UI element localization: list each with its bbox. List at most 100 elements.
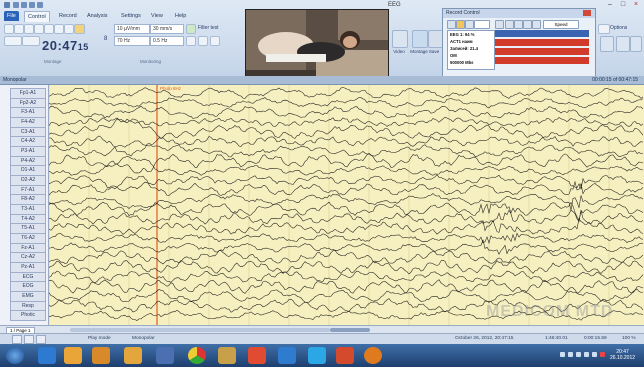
explorer-icon[interactable]: [64, 347, 82, 364]
eeg-trace: [49, 309, 644, 321]
maximize-icon[interactable]: □: [620, 1, 626, 8]
clock[interactable]: 20:47 26.10.2012: [610, 349, 635, 361]
tray-icon[interactable]: [576, 352, 581, 357]
status-pos2: 0:00:15.59: [584, 336, 607, 341]
tab-help[interactable]: Help: [175, 13, 187, 19]
record-icon[interactable]: [74, 24, 85, 34]
highfreq-select[interactable]: 70 Hz: [114, 36, 150, 46]
save-record-label: Save: [428, 49, 440, 54]
marker-label: Photo 8Hz: [160, 86, 182, 91]
tab-analysis[interactable]: Analysis: [87, 13, 108, 19]
channel-label[interactable]: Photic: [10, 310, 46, 322]
paint-icon[interactable]: [336, 347, 354, 364]
panel-mode-icon[interactable]: [465, 20, 474, 29]
status-mode[interactable]: Play mode: [88, 336, 111, 341]
windows-taskbar: 20:47 26.10.2012: [0, 344, 644, 367]
settings-icon[interactable]: [600, 36, 614, 52]
rewind-icon[interactable]: [14, 24, 24, 34]
lowfreq-select[interactable]: 0.5 Hz: [150, 36, 184, 46]
redo-icon[interactable]: [29, 2, 35, 8]
minimize-icon[interactable]: –: [608, 1, 612, 8]
panel-play-icon[interactable]: [447, 20, 456, 29]
panel-number-field[interactable]: [474, 20, 490, 29]
yandex-icon[interactable]: [248, 347, 266, 364]
start-icon[interactable]: [6, 347, 24, 364]
skype-icon[interactable]: [308, 347, 326, 364]
level-bar: [495, 57, 589, 64]
step-forward-icon[interactable]: [44, 24, 54, 34]
eeg-traces[interactable]: Photo 8Hz: [49, 85, 644, 325]
panel-back-icon[interactable]: [514, 20, 523, 29]
group-label-montage: Montage: [44, 59, 62, 64]
fast-forward-icon[interactable]: [54, 24, 64, 34]
status-bar: Play mode Monopolar October 26, 2012, 20…: [0, 333, 644, 344]
tab-record[interactable]: Record: [59, 13, 77, 19]
undo-icon[interactable]: [21, 2, 27, 8]
filter-icon[interactable]: [186, 36, 196, 46]
options-label[interactable]: Options: [610, 25, 628, 31]
panel-pause-icon[interactable]: [495, 20, 504, 29]
eeg-view[interactable]: Fp1-A1 Fp2-A2 F3-A1 F4-A2 C3-A1 C4-A2 P3-A1 P4-…: [0, 85, 644, 325]
flag-icon[interactable]: [600, 352, 605, 357]
filter-test-label[interactable]: Filter test: [198, 25, 219, 31]
last-icon[interactable]: [64, 24, 74, 34]
segment-button[interactable]: [22, 36, 40, 46]
expand-icon[interactable]: [630, 36, 642, 52]
ie-icon[interactable]: [38, 347, 56, 364]
eeg-trace: [49, 239, 644, 255]
eeg-trace: [49, 153, 644, 174]
eeg-icon[interactable]: [278, 347, 296, 364]
network-icon[interactable]: [584, 352, 589, 357]
montage-icon[interactable]: [412, 30, 428, 48]
notch-icon[interactable]: [198, 36, 208, 46]
chrome-icon[interactable]: [188, 347, 206, 364]
scroll-thumb[interactable]: [330, 328, 370, 332]
app-menu-icon[interactable]: [4, 2, 10, 8]
video-icon[interactable]: [392, 30, 408, 48]
first-icon[interactable]: [4, 24, 14, 34]
panel-speed-select[interactable]: Speed: [543, 20, 579, 29]
close-icon[interactable]: ×: [633, 1, 639, 8]
eeg-trace: [49, 97, 644, 109]
play-icon[interactable]: [34, 24, 44, 34]
panel-end-icon[interactable]: [532, 20, 541, 29]
app-icon[interactable]: [218, 347, 236, 364]
speed-select[interactable]: 30 mm/s: [150, 24, 184, 34]
mail-icon[interactable]: [156, 347, 174, 364]
layout-icon[interactable]: [616, 36, 630, 52]
step-back-icon[interactable]: [24, 24, 34, 34]
volume-icon[interactable]: [592, 352, 597, 357]
ruler-icon[interactable]: [210, 36, 220, 46]
patient-video[interactable]: [245, 9, 389, 83]
nav-next-icon[interactable]: [24, 335, 34, 344]
nav-add-icon[interactable]: [36, 335, 46, 344]
eeg-trace: [49, 249, 644, 265]
help-icon[interactable]: [598, 24, 610, 34]
panel-close-icon[interactable]: [583, 10, 591, 16]
status-montage[interactable]: Monopolar: [132, 336, 155, 341]
files-icon[interactable]: [124, 347, 142, 364]
title-bar: ЕЕG – □ ×: [0, 0, 644, 11]
channel-labels: Fp1-A1 Fp2-A2 F3-A1 F4-A2 C3-A1 C4-A2 P3-A1 P4-…: [0, 85, 49, 325]
mediaplayer-icon[interactable]: [92, 347, 110, 364]
video-app-icon[interactable]: [364, 347, 382, 364]
eeg-trace: [49, 288, 644, 303]
sensitivity-select[interactable]: 10 µV/mm: [114, 24, 150, 34]
add-filter-icon[interactable]: [186, 24, 196, 34]
panel-rewind-icon[interactable]: [505, 20, 514, 29]
panel-forward-icon[interactable]: [523, 20, 532, 29]
nav-prev-icon[interactable]: [12, 335, 22, 344]
scroll-track[interactable]: [70, 328, 330, 332]
record-control-panel: Record Control Speed ЕЕG 1: 94 % ACT1 на…: [442, 8, 596, 78]
time-jump-button[interactable]: [4, 36, 22, 46]
save-icon[interactable]: [13, 2, 19, 8]
quick-access-icon[interactable]: [37, 2, 43, 8]
panel-record-icon[interactable]: [456, 20, 465, 29]
tray-icon[interactable]: [560, 352, 565, 357]
tray-icon[interactable]: [568, 352, 573, 357]
tab-settings[interactable]: Settings: [121, 13, 141, 19]
tab-view[interactable]: View: [151, 13, 163, 19]
tab-file[interactable]: File: [4, 11, 19, 21]
eeg-trace: [49, 270, 644, 283]
tab-control[interactable]: Control: [24, 11, 50, 22]
